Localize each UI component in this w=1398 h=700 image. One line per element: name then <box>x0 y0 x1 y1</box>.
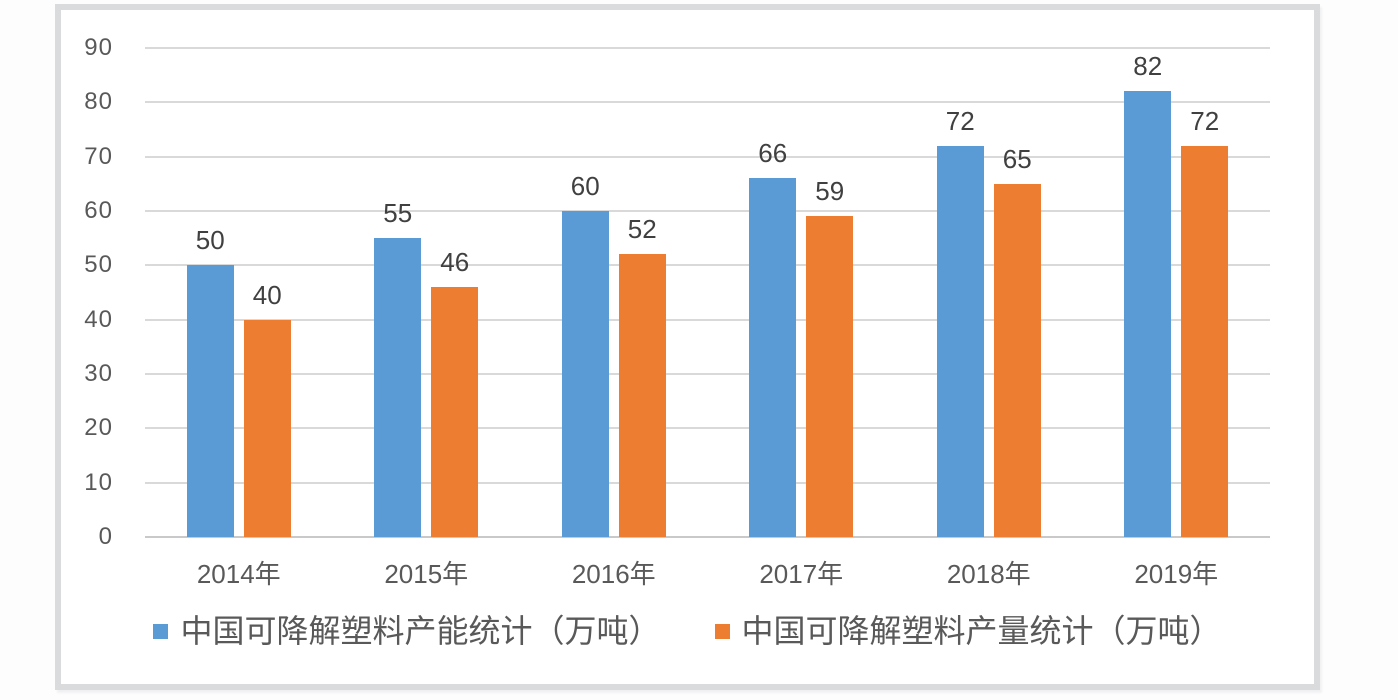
legend: 中国可降解塑料产能统计（万吨） 中国可降解塑料产量统计（万吨） <box>61 611 1314 651</box>
gridline <box>145 155 1270 158</box>
gridline <box>145 536 1270 538</box>
bar-value-label: 50 <box>195 225 225 256</box>
chart-frame: 0 10 20 30 40 50 60 70 80 90 50 40 2014年 55 46 2015年 60 5… <box>55 4 1320 690</box>
legend-swatch-capacity-icon <box>153 623 169 639</box>
bar-series-0: 50 <box>186 227 234 537</box>
bar-value-label: 40 <box>252 279 282 310</box>
legend-item-output: 中国可降解塑料产量统计（万吨） <box>714 611 1222 651</box>
bar-series-0: 60 <box>561 173 609 537</box>
y-axis-tick-label: 50 <box>84 251 113 279</box>
plot-area: 0 10 20 30 40 50 60 70 80 90 50 40 2014年 55 46 2015年 60 5… <box>84 34 1271 589</box>
bar-value-label: 59 <box>815 176 845 207</box>
bar-group: 72 65 <box>895 48 1083 537</box>
x-axis-tick-label: 2018年 <box>946 559 1031 589</box>
bar-series-1: 72 <box>1181 108 1229 537</box>
gridline <box>145 427 1270 430</box>
gridline <box>145 318 1270 321</box>
legend-label-output: 中国可降解塑料产量统计（万吨） <box>741 613 1222 649</box>
bar-value-label: 60 <box>570 171 600 201</box>
bar-group: 66 59 <box>708 48 896 537</box>
y-axis-tick-label: 30 <box>84 360 113 387</box>
gridline <box>145 264 1270 267</box>
gridline <box>145 210 1270 212</box>
bar-value-label: 55 <box>383 198 413 229</box>
bar-value-label: 46 <box>440 247 470 278</box>
y-axis-tick-label: 0 <box>98 523 113 550</box>
gridline <box>145 47 1270 49</box>
x-axis-tick-label: 2015年 <box>384 559 469 589</box>
y-axis-tick-label: 90 <box>84 34 113 61</box>
legend-item-capacity: 中国可降解塑料产能统计（万吨） <box>153 611 661 651</box>
bar-series-0: 82 <box>1124 53 1172 537</box>
bar-series-0: 72 <box>936 108 984 537</box>
bar-group: 60 52 <box>520 48 708 537</box>
bar-group: 55 46 <box>333 48 521 537</box>
bar-series-0: 55 <box>374 200 422 537</box>
x-axis-tick-label: 2014年 <box>196 559 281 589</box>
bar-value-label: 65 <box>1002 143 1032 174</box>
gridline <box>145 481 1270 484</box>
bar-value-label: 52 <box>627 214 657 245</box>
y-axis-tick-label: 20 <box>84 414 113 442</box>
bar-value-label: 66 <box>758 138 788 169</box>
bar-value-label: 72 <box>945 105 975 136</box>
y-axis-tick-label: 10 <box>84 468 113 496</box>
bar-series-1: 59 <box>806 178 854 537</box>
bar-series-1: 65 <box>993 146 1041 537</box>
legend-swatch-output-icon <box>714 623 730 639</box>
bar-series-0: 66 <box>749 140 797 537</box>
bar-value-label: 82 <box>1133 51 1163 82</box>
x-axis-tick-label: 2017年 <box>759 559 844 589</box>
bar-series-1: 46 <box>431 249 479 537</box>
x-axis-tick-label: 2016年 <box>571 559 656 589</box>
y-axis-tick-label: 80 <box>84 88 113 116</box>
bar-value-label: 72 <box>1190 105 1220 136</box>
gridline <box>145 373 1270 375</box>
y-axis-tick-label: 60 <box>84 197 113 224</box>
y-axis-tick-label: 70 <box>84 142 113 170</box>
bar-group: 82 72 <box>1083 48 1271 537</box>
y-axis-tick-label: 40 <box>84 305 113 333</box>
bar-series-1: 40 <box>243 282 291 537</box>
bar-series-1: 52 <box>618 216 666 537</box>
bar-group: 50 40 <box>145 48 333 537</box>
legend-label-capacity: 中国可降解塑料产能统计（万吨） <box>180 613 661 649</box>
gridline <box>145 101 1270 104</box>
x-axis-tick-label: 2019年 <box>1134 559 1219 589</box>
